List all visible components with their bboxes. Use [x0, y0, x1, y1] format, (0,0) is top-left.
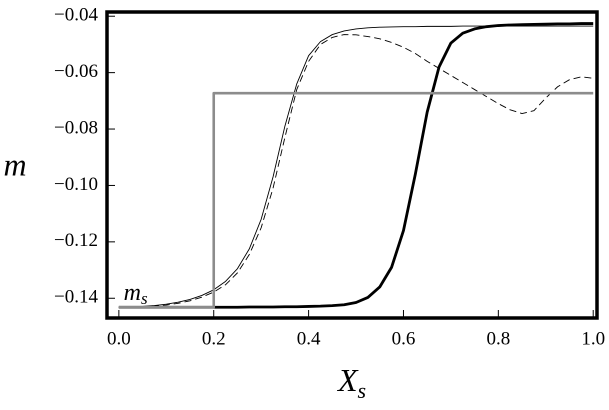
x-axis-label: Xs	[336, 362, 366, 403]
plot-frame	[105, 10, 599, 320]
y-tick-label: −0.08	[54, 117, 98, 138]
x-tick-label: 0.2	[202, 328, 226, 349]
line-series	[118, 22, 594, 309]
line-series	[118, 34, 594, 308]
x-tick-label: 0.4	[297, 328, 321, 349]
annotation: ms	[124, 280, 148, 308]
x-tick-label: 0.0	[107, 328, 131, 349]
x-tick-label: 0.8	[486, 328, 510, 349]
line-series	[118, 25, 594, 308]
y-tick-label: −0.04	[54, 5, 98, 26]
line-series	[118, 91, 594, 309]
y-tick-label: −0.10	[54, 174, 98, 195]
y-tick-label: −0.06	[54, 61, 98, 82]
x-tick-label: 1.0	[581, 328, 605, 349]
y-tick-label: −0.14	[54, 287, 98, 308]
x-tick-label: 0.6	[392, 328, 416, 349]
x-axis-label-sub: s	[357, 378, 366, 403]
y-axis-label: m	[3, 146, 26, 182]
x-axis-label-main: X	[336, 362, 359, 398]
annotation-main: m	[124, 280, 141, 306]
y-tick-label: −0.12	[54, 230, 98, 251]
annotation-sub: s	[141, 289, 148, 308]
